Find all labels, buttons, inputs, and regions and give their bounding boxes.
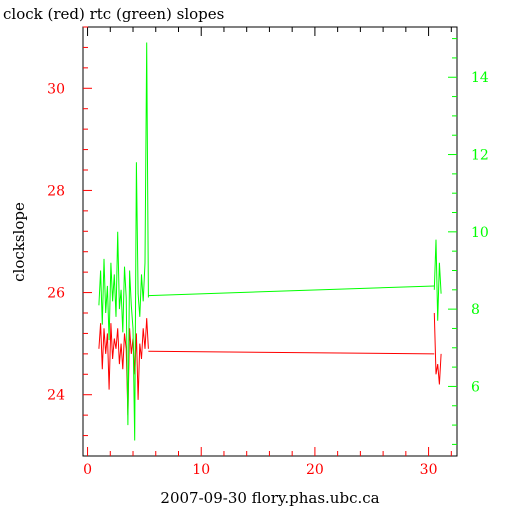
- clock-series-line: [98, 318, 149, 416]
- x-axis-label: 2007-09-30 flory.phas.ubc.ca: [160, 489, 379, 507]
- rtc-trend-line: [148, 285, 435, 297]
- chart-title: clock (red) rtc (green) slopes: [3, 5, 224, 23]
- rtc-series-line: [433, 239, 442, 321]
- y-right-tick-label: 14: [471, 70, 489, 86]
- y-right-tick-label: 10: [471, 225, 489, 241]
- y-right-tick-label: 8: [471, 302, 480, 318]
- y-left-tick-label: 30: [47, 81, 65, 97]
- axis-ticks: 0 10 20 30 24 26 28 30 6 8 10 12 14: [47, 26, 489, 478]
- y-left-tick-label: 28: [47, 183, 65, 199]
- y-right-tick-label: 6: [471, 379, 480, 395]
- plot-frame: [82, 26, 458, 457]
- clock-series-line: [433, 312, 442, 385]
- x-tick-label: 0: [83, 462, 92, 478]
- x-tick-label: 30: [420, 462, 438, 478]
- x-tick-label: 10: [192, 462, 210, 478]
- y-right-tick-label: 12: [471, 148, 489, 164]
- x-tick-label: 20: [306, 462, 324, 478]
- rtc-series-line: [98, 42, 149, 441]
- y-left-tick-label: 26: [47, 286, 65, 302]
- y-axis-label: clockslope: [10, 202, 28, 282]
- series-layer: [98, 42, 442, 441]
- y-left-tick-label: 24: [47, 388, 65, 404]
- clock-trend-line: [148, 350, 435, 355]
